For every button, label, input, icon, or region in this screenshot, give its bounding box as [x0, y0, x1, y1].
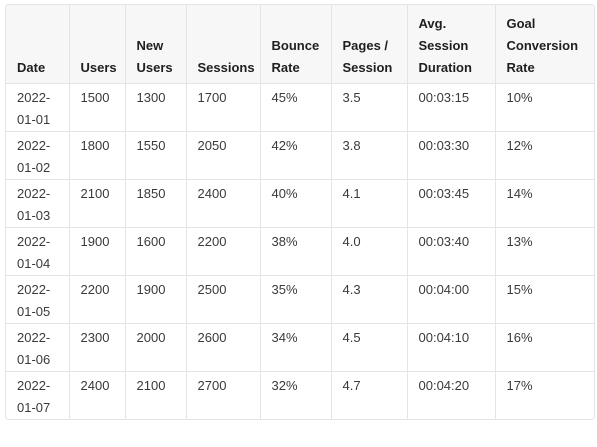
- column-header-avg-session-duration: Avg. Session Duration: [407, 5, 496, 84]
- cell-bounce-rate: 40%: [260, 179, 332, 228]
- cell-bounce-rate: 38%: [260, 227, 332, 276]
- analytics-table: Date Users New Users Sessions Bounce Rat…: [6, 5, 594, 419]
- cell-goal-conversion-rate: 17%: [506, 378, 533, 393]
- column-header-goal-conversion-rate: Goal Conversion Rate: [495, 5, 594, 84]
- column-header-new-users: New Users: [125, 5, 187, 84]
- table-header-row: Date Users New Users Sessions Bounce Rat…: [6, 5, 594, 84]
- cell-bounce-rate: 32%: [260, 371, 332, 419]
- cell-avg-session-duration: 00:03:40: [407, 227, 496, 276]
- cell-sessions: 2600: [186, 323, 261, 372]
- column-header-bounce-rate: Bounce Rate: [260, 5, 332, 84]
- cell-users: 2200: [69, 275, 126, 324]
- cell-avg-session-duration: 00:03:15: [407, 83, 496, 132]
- table-row: 2022-01-01 1500 1300 1700 45% 3.5 00:03:…: [6, 83, 594, 132]
- cell-pages-per-session: 4.5: [331, 323, 408, 372]
- cell-pages-per-session: 3.8: [331, 131, 408, 180]
- cell-pages-per-session: 4.0: [331, 227, 408, 276]
- cell-users: 2300: [69, 323, 126, 372]
- cell-bounce-rate: 35%: [260, 275, 332, 324]
- cell-pages-per-session: 4.3: [331, 275, 408, 324]
- cell-goal-conversion-rate: 10%: [495, 83, 594, 132]
- cell-new-users: 1850: [125, 179, 187, 228]
- cell-date: 2022-01-07: [6, 371, 70, 419]
- cell-date: 2022-01-05: [6, 275, 70, 324]
- cell-bounce-rate: 42%: [260, 131, 332, 180]
- cell-date: 2022-01-01: [6, 83, 70, 132]
- cell-pages-per-session: 3.5: [331, 83, 408, 132]
- cell-users: 1800: [69, 131, 126, 180]
- table-row: 2022-01-03 2100 1850 2400 40% 4.1 00:03:…: [6, 179, 594, 228]
- column-header-pages-per-session: Pages / Session: [331, 5, 408, 84]
- table-row: 2022-01-02 1800 1550 2050 42% 3.8 00:03:…: [6, 131, 594, 180]
- cell-new-users: 1600: [125, 227, 187, 276]
- table-row: 2022-01-06 2300 2000 2600 34% 4.5 00:04:…: [6, 323, 594, 372]
- cell-goal-conversion-rate: 12%: [495, 131, 594, 180]
- cell-sessions: 2200: [186, 227, 261, 276]
- cell-date: 2022-01-02: [6, 131, 70, 180]
- column-header-date: Date: [6, 5, 70, 84]
- column-header-sessions: Sessions: [186, 5, 261, 84]
- cell-new-users: 2100: [125, 371, 187, 419]
- cell-bounce-rate: 34%: [260, 323, 332, 372]
- table-row: 2022-01-05 2200 1900 2500 35% 4.3 00:04:…: [6, 275, 594, 324]
- cell-pages-per-session: 4.7: [331, 371, 408, 419]
- cell-new-users: 1300: [125, 83, 187, 132]
- cell-new-users: 1550: [125, 131, 187, 180]
- cell-pages-per-session: 4.1: [331, 179, 408, 228]
- cell-sessions: 1700: [186, 83, 261, 132]
- cell-new-users: 2000: [125, 323, 187, 372]
- cell-avg-session-duration: 00:03:45: [407, 179, 496, 228]
- cell-date: 2022-01-04: [6, 227, 70, 276]
- cell-users: 2400: [69, 371, 126, 419]
- cell-goal-conversion-rate: 15%: [495, 275, 594, 324]
- cell-goal-conversion-rate: 14%: [495, 179, 594, 228]
- cell-goal-conversion-rate: 16%: [495, 323, 594, 372]
- cell-sessions: 2400: [186, 179, 261, 228]
- column-header-users: Users: [69, 5, 126, 84]
- cell-bounce-rate: 45%: [260, 83, 332, 132]
- cell-date: 2022-01-06: [6, 323, 70, 372]
- cell-users: 1900: [69, 227, 126, 276]
- cell-goal-conversion-rate: 13%: [495, 227, 594, 276]
- cell-sessions: 2500: [186, 275, 261, 324]
- cell-avg-session-duration: 00:04:20: [407, 371, 496, 419]
- cell-new-users: 1900: [125, 275, 187, 324]
- cell-avg-session-duration: 00:03:30: [407, 131, 496, 180]
- cell-date: 2022-01-03: [6, 179, 70, 228]
- table-row: 2022-01-04 1900 1600 2200 38% 4.0 00:03:…: [6, 227, 594, 276]
- table-row: 2022-01-07 2400 2100 2700 32% 4.7 00:04:…: [6, 371, 594, 419]
- cell-avg-session-duration: 00:04:10: [407, 323, 496, 372]
- cell-users: 2100: [69, 179, 126, 228]
- cell-avg-session-duration: 00:04:00: [407, 275, 496, 324]
- cell-sessions: 2050: [186, 131, 261, 180]
- cell-users: 1500: [69, 83, 126, 132]
- analytics-table-container: Date Users New Users Sessions Bounce Rat…: [5, 4, 595, 420]
- cell-sessions: 2700: [186, 371, 261, 419]
